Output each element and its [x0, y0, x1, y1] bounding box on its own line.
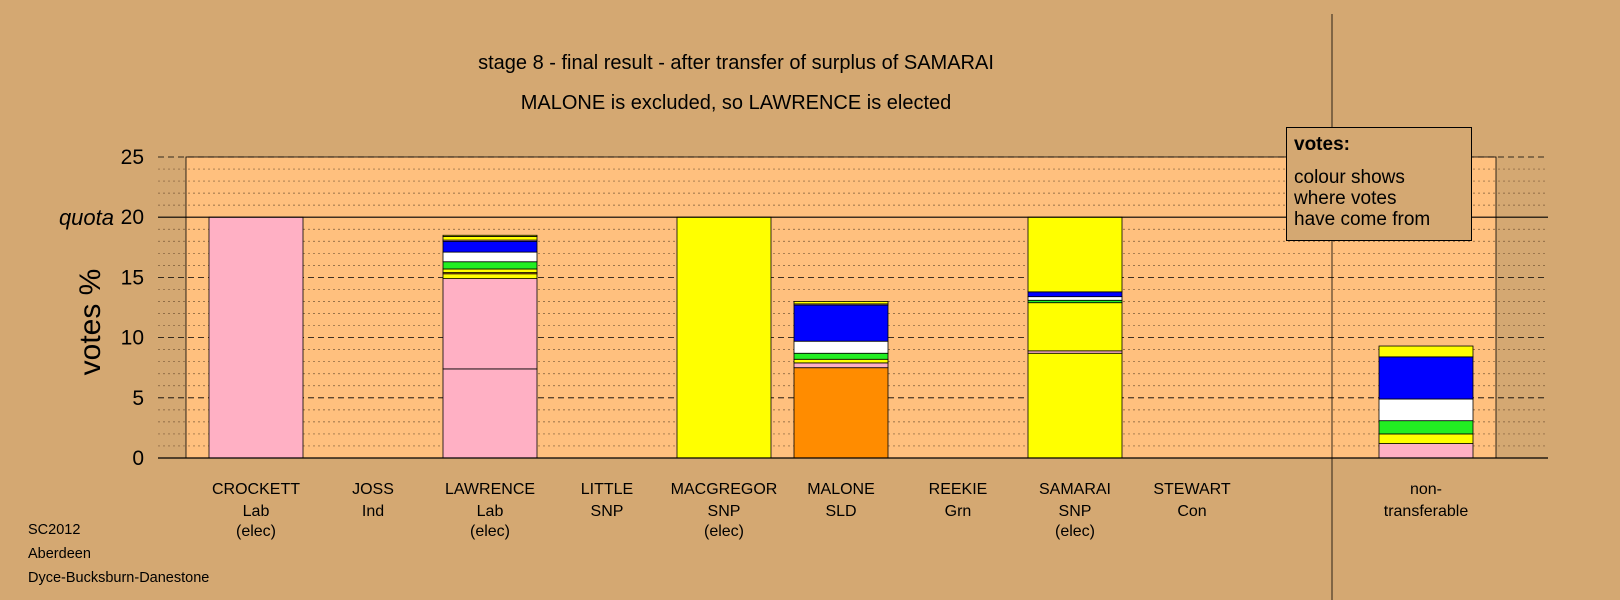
y-tick-label: 25	[121, 146, 144, 169]
candidate-party: SNP	[1059, 503, 1092, 520]
legend: votes: colour shows where votes have com…	[1286, 127, 1472, 241]
bar-samarai-segment	[1027, 352, 1123, 459]
chart-subtitle: MALONE is excluded, so LAWRENCE is elect…	[520, 92, 952, 114]
candidate-name: STEWART	[1153, 481, 1231, 498]
bar-samarai-segment	[1027, 216, 1123, 293]
candidate-name: CROCKETT	[212, 481, 300, 498]
candidate-name: MALONE	[807, 481, 875, 498]
candidate-party: SLD	[825, 503, 856, 520]
bar-lawrence-segment	[442, 368, 538, 459]
candidate-party: SNP	[591, 503, 624, 520]
y-tick-label: 0	[132, 447, 144, 470]
y-tick-label: 15	[121, 266, 144, 289]
bar-nontransferable-segment	[1378, 356, 1474, 400]
bar-lawrence-segment	[442, 251, 538, 263]
candidate-name: MACGREGOR	[671, 481, 778, 498]
candidate-status: (elec)	[704, 523, 744, 540]
bar-malone-segment	[793, 301, 889, 305]
y-tick-label: 5	[132, 387, 144, 410]
footer-election: SC2012	[28, 522, 81, 538]
candidate-name: LAWRENCE	[445, 481, 535, 498]
bar-nontransferable-segment	[1378, 443, 1474, 459]
candidate-name: REEKIE	[929, 481, 988, 498]
nontransferable-label: transferable	[1384, 503, 1469, 520]
candidate-name: SAMARAI	[1039, 481, 1111, 498]
candidate-party: Con	[1177, 503, 1206, 520]
candidate-party: Ind	[362, 503, 384, 520]
bar-samarai-segment	[1027, 302, 1123, 352]
candidate-party: Lab	[243, 503, 270, 520]
bar-macgregor-segment	[676, 216, 772, 459]
footer-ward: Dyce-Bucksburn-Danestone	[28, 570, 210, 586]
bar-lawrence-segment	[442, 278, 538, 370]
bar-lawrence-segment	[442, 261, 538, 270]
bar-lawrence-segment	[442, 240, 538, 253]
bar-samarai-segment	[1027, 296, 1123, 301]
bar-malone-segment	[793, 340, 889, 354]
bar-nontransferable-segment	[1378, 420, 1474, 435]
candidate-name: LITTLE	[581, 481, 633, 498]
quota-label: quota	[59, 205, 114, 230]
candidate-party: SNP	[708, 503, 741, 520]
bar-malone-segment	[793, 362, 889, 369]
candidate-party: Lab	[477, 503, 504, 520]
bar-nontransferable-segment	[1378, 433, 1474, 444]
footer-council: Aberdeen	[28, 546, 91, 562]
candidate-status: (elec)	[1055, 523, 1095, 540]
bar-malone-segment	[793, 352, 889, 360]
bar-lawrence-segment	[442, 268, 538, 273]
y-tick-label: 20	[121, 206, 144, 229]
candidate-status: (elec)	[470, 523, 510, 540]
bar-malone-segment	[793, 358, 889, 364]
y-tick-label: 10	[121, 327, 144, 350]
nontransferable-label: non-	[1410, 481, 1442, 498]
bar-malone-segment	[793, 304, 889, 342]
legend-text: colour shows where votes have come from	[1294, 167, 1431, 230]
candidate-party: Grn	[945, 503, 972, 520]
bar-malone-segment	[793, 367, 889, 459]
bar-lawrence-segment	[442, 273, 538, 280]
legend-title: votes:	[1294, 134, 1350, 155]
bar-crockett-segment	[208, 216, 304, 459]
bar-samarai-segment	[1027, 291, 1123, 298]
bar-nontransferable-segment	[1378, 398, 1474, 422]
y-axis-label: votes %	[74, 269, 107, 376]
candidate-status: (elec)	[236, 523, 276, 540]
chart-title: stage 8 - final result - after transfer …	[478, 52, 994, 74]
bar-lawrence-segment	[442, 236, 538, 241]
bar-lawrence-segment	[442, 234, 538, 237]
candidate-name: JOSS	[352, 481, 394, 498]
bar-nontransferable-segment	[1378, 345, 1474, 358]
